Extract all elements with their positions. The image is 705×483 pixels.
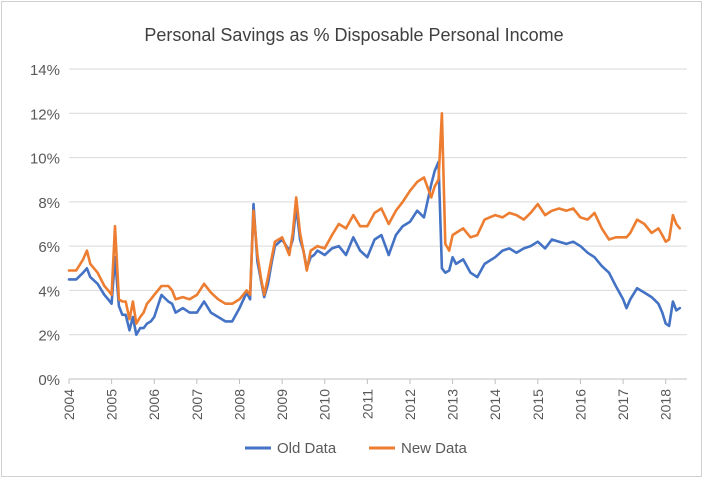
- x-axis-tick-labels: 2004 2005 2006 2007 2008 2009 2010 2011 2012 2013…: [61, 379, 674, 420]
- x-tick-label: 2017: [615, 389, 631, 420]
- x-tick-label: 2015: [530, 389, 546, 420]
- y-tick-label: 10%: [30, 151, 60, 168]
- x-tick-label: 2016: [572, 389, 588, 420]
- y-axis-tick-labels: 0% 2% 4% 6% 8% 10% 12% 14%: [30, 62, 60, 389]
- series-line-new-data: [67, 112, 682, 325]
- y-tick-label: 14%: [30, 62, 60, 79]
- y-tick-label: 6%: [38, 239, 60, 256]
- legend: Old Data New Data: [245, 440, 468, 457]
- x-tick-label: 2007: [189, 389, 205, 420]
- x-tick-label: 2005: [104, 389, 120, 420]
- series-line-old-data: [67, 160, 682, 337]
- x-tick-label: 2014: [487, 389, 503, 420]
- x-tick-label: 2012: [402, 389, 418, 420]
- series-lines: [67, 112, 682, 337]
- x-tick-label: 2004: [61, 389, 77, 420]
- y-tick-label: 8%: [38, 195, 60, 212]
- y-tick-label: 12%: [30, 106, 60, 123]
- x-tick-label: 2011: [359, 389, 375, 419]
- legend-label: New Data: [401, 440, 468, 457]
- legend-label: Old Data: [277, 440, 337, 457]
- line-chart: Personal Savings as % Disposable Persona…: [30, 25, 687, 457]
- chart-frame: Personal Savings as % Disposable Persona…: [1, 1, 702, 477]
- x-tick-label: 2008: [231, 389, 247, 420]
- x-tick-label: 2013: [445, 389, 461, 420]
- y-tick-label: 2%: [38, 328, 60, 345]
- x-tick-label: 2018: [658, 389, 674, 420]
- x-tick-label: 2009: [274, 389, 290, 420]
- x-tick-label: 2006: [146, 389, 162, 420]
- y-tick-label: 0%: [38, 372, 60, 389]
- x-tick-label: 2010: [317, 389, 333, 420]
- gridlines: [69, 68, 687, 380]
- y-tick-label: 4%: [38, 283, 60, 300]
- chart-title: Personal Savings as % Disposable Persona…: [144, 25, 563, 45]
